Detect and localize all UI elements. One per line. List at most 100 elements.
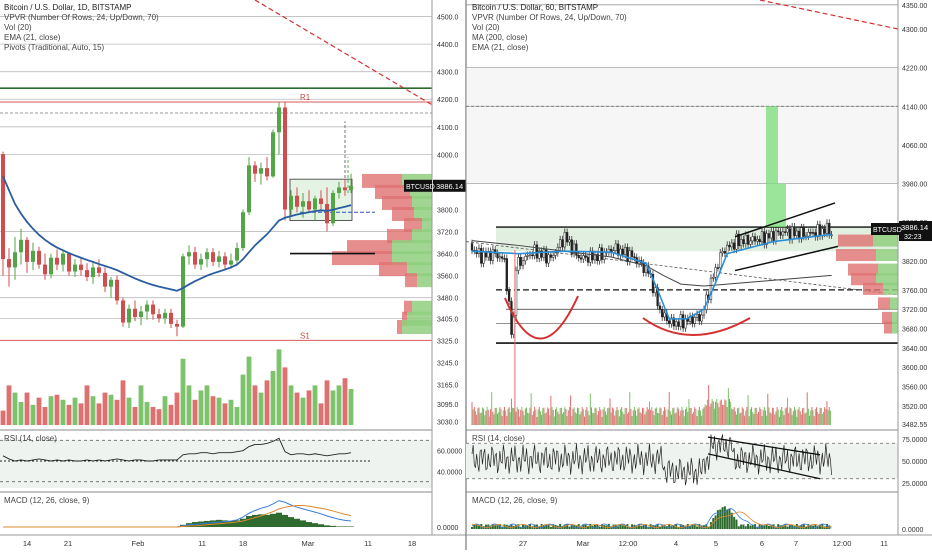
right-indicator-ma[interactable]: MA (200, close) [472,33,528,42]
left-volume-bar [192,399,198,425]
right-volume-bar [653,415,655,425]
right-macd-hist [545,525,548,529]
left-candle-body [133,308,137,317]
right-volume-bar [650,409,652,425]
left-volume-bar [330,390,336,425]
left-candle-body [157,314,161,319]
right-volume-bar [581,407,583,425]
right-volume-bar [515,411,517,425]
left-volume-bar [186,385,192,425]
right-indicator-vpvr[interactable]: VPVR (Number Of Rows, 24, Up/Down, 70) [472,13,627,22]
right-volume-bar [632,410,634,425]
right-candle-body [811,232,815,234]
right-chart-title[interactable]: Bitcoin / U.S. Dollar, 60, BITSTAMP [472,3,599,12]
right-macd-hist [816,526,819,529]
right-candle-body [753,236,757,242]
left-candle-body [85,270,89,278]
right-candle-body [549,254,553,258]
right-candle-body [614,243,617,251]
right-macd-hist [619,524,622,529]
right-legend: Bitcoin / U.S. Dollar, 60, BITSTAMP VPVR… [472,3,627,53]
left-macd-hist [204,520,210,527]
right-volume-bar [633,407,635,425]
right-indicator-ema[interactable]: EMA (21, close) [472,43,529,52]
right-macd-hist [786,526,789,529]
right-volume-bar [767,393,769,425]
left-indicator-pivots[interactable]: Pivots (Traditional, Auto, 15) [4,43,105,52]
right-price-tick: 4300.00 [902,27,927,34]
left-macd-hist [228,520,234,527]
left-volume-bar [342,378,348,425]
right-candle-body [505,258,508,292]
right-macd-hist [510,524,513,529]
right-volume-bar [529,407,531,425]
right-countdown: 32:23 [904,234,922,241]
right-volume-bar [825,409,827,425]
right-volume-bar [580,411,582,425]
right-candle-body [791,226,794,241]
right-volume-bar [589,393,591,425]
left-macd-hist [294,518,300,527]
left-candle-body [199,259,203,265]
right-volume-bar [542,408,544,425]
right-volume-bar [527,412,529,425]
right-volume-bar [819,407,821,425]
right-volume-bar [538,407,540,425]
left-candle-body [307,201,311,210]
left-candle-body [97,267,101,273]
right-volume-bar [579,414,581,425]
right-macd-hist [807,524,810,529]
right-macd-hist [800,524,803,529]
left-vp-down [402,311,407,326]
right-volume-bar [693,412,695,425]
right-macd-label[interactable]: MACD (12, 26, close, 9) [472,496,558,505]
right-volume-bar [774,414,776,425]
left-candle-body [283,107,287,210]
right-volume-bar [567,410,569,425]
left-chart-title[interactable]: Bitcoin / U.S. Dollar, 1D, BITSTAMP [4,3,132,12]
right-volume-bar [669,411,671,425]
right-volume-bar [541,414,543,425]
right-volume-bar [709,406,711,425]
right-volume-bar [510,398,512,425]
left-indicator-vol[interactable]: Vol (20) [4,23,32,32]
right-candle-body [526,255,529,257]
right-volume-bar [513,408,515,425]
left-indicator-ema[interactable]: EMA (21, close) [4,33,61,42]
right-rsi-label[interactable]: RSI (14, close) [472,434,525,443]
right-volume-bar [604,411,606,425]
right-macd-hist [547,524,550,529]
right-indicator-vol[interactable]: Vol (20) [472,23,500,32]
right-volume-bar [568,407,570,425]
right-macd-hist [635,525,638,529]
right-macd-hist [735,519,738,529]
right-volume-bar [557,411,559,425]
right-price-tick: 3820.00 [902,259,927,266]
right-volume-bar [703,407,705,425]
right-vp-up [883,282,898,295]
right-volume-bar [646,407,648,425]
right-candle-body [656,287,659,307]
right-volume-bar [556,407,558,425]
right-volume-bar [689,407,691,425]
right-time-tick: 5 [714,539,718,548]
right-candle-body [772,231,775,242]
left-macd-label[interactable]: MACD (12, 26, close, 9) [4,496,90,505]
right-volume-bar [700,410,702,425]
right-volume-bar [644,414,646,425]
left-rsi-label[interactable]: RSI (14, close) [4,434,57,443]
left-vp-up [407,262,432,277]
left-macd-hist [348,526,354,527]
left-macd-hist [288,517,294,527]
left-vp-up [417,273,432,288]
right-volume-bar [658,413,660,425]
right-candle-body [626,247,629,262]
right-volume-bar [674,413,676,425]
right-candle-body [756,239,759,242]
right-candle-body [577,254,580,258]
left-volume-bar [240,374,246,425]
right-volume-bar [487,409,489,425]
right-macd-hist [719,509,722,529]
left-candle-body [139,311,143,317]
left-indicator-vpvr[interactable]: VPVR (Number Of Rows, 24, Up/Down, 70) [4,13,159,22]
